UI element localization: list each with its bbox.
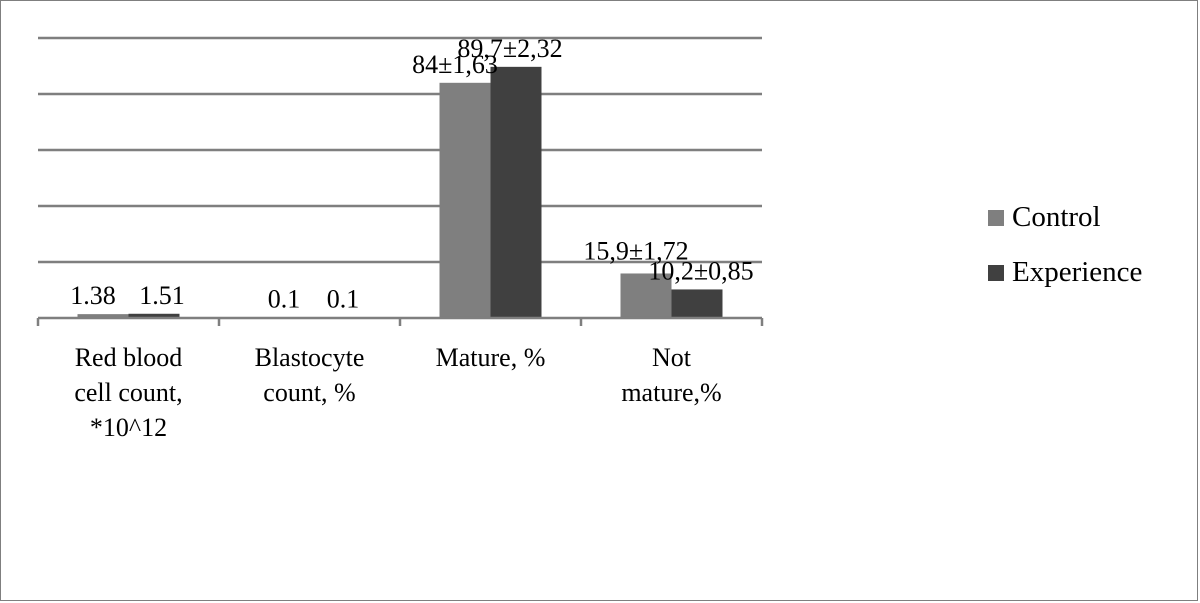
x-tick-labels: Red blood cell count, *10^12 Blastocyte coun…	[74, 343, 721, 442]
legend-label-control: Control	[1012, 201, 1101, 233]
bar-control-0	[77, 314, 129, 318]
legend-swatch-experience	[988, 264, 1004, 281]
bar-experience-0	[128, 313, 180, 318]
bar-experience-2	[490, 66, 542, 318]
data-label-experience-1: 0.1	[327, 285, 360, 314]
legend-item-experience: Experience	[988, 245, 1142, 300]
bar-experience-3	[671, 289, 723, 318]
data-label-experience-2: 89,7±2,32	[457, 34, 562, 63]
data-label-control-2: 84±1,63	[412, 50, 498, 79]
x-tick-label-2: Mature, %	[436, 343, 546, 372]
data-label-control-3: 15,9±1,72	[583, 236, 688, 265]
x-tick-label-1: Blastocyte count, %	[255, 343, 365, 407]
legend-label-experience: Experience	[1012, 256, 1143, 288]
bar-control-2	[439, 82, 491, 318]
data-label-control-0: 1.38	[70, 281, 116, 310]
data-labels: 1.38 0.1 84±1,63 15,9±1,72 1.51 0.1 89,7±2,32 1…	[70, 34, 753, 314]
gridlines	[38, 36, 762, 264]
x-tick-label-3: Not mature,%	[621, 343, 721, 407]
data-label-experience-0: 1.51	[139, 281, 185, 310]
legend: Control Experience	[988, 190, 1142, 300]
x-tick-label-0: Red blood cell count, *10^12	[74, 343, 182, 442]
x-axis	[36, 316, 764, 326]
legend-swatch-control	[988, 209, 1004, 226]
bar-control-3	[620, 273, 672, 318]
legend-item-control: Control	[988, 190, 1142, 245]
data-label-control-1: 0.1	[268, 285, 301, 314]
data-label-experience-3: 10,2±0,85	[648, 256, 753, 285]
bars	[77, 66, 723, 318]
